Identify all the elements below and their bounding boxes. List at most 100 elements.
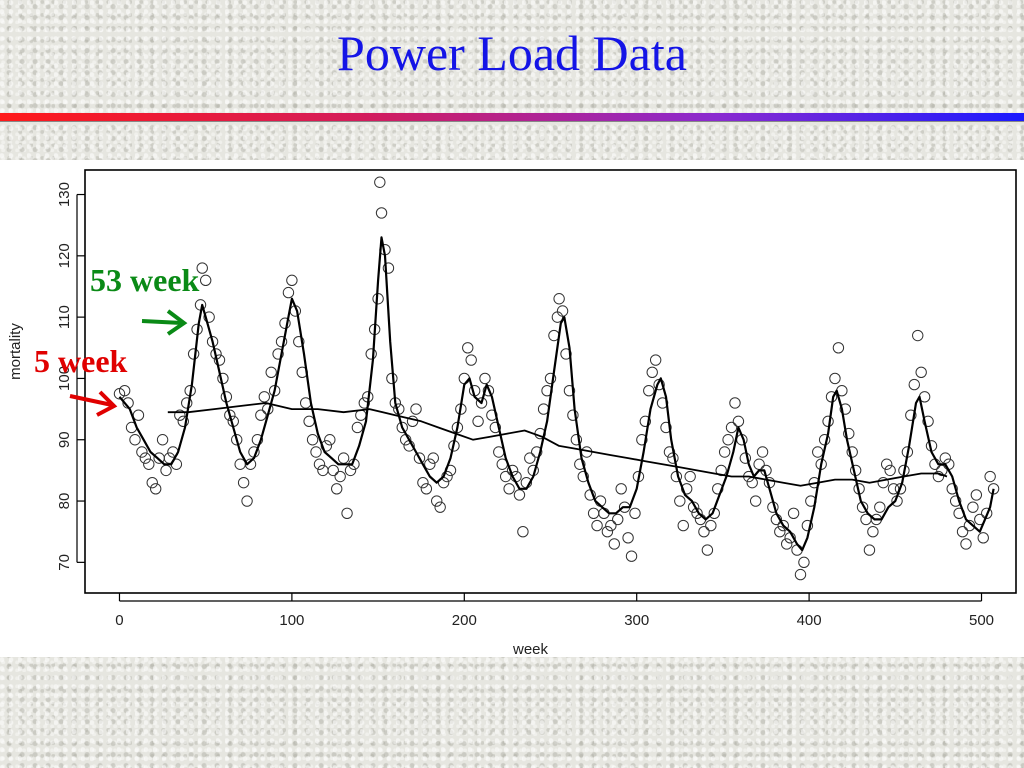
data-point xyxy=(729,397,741,409)
data-point xyxy=(946,483,958,495)
annotation-5-week-label: 5 week xyxy=(34,343,128,379)
data-point xyxy=(777,519,789,532)
data-point xyxy=(839,403,852,415)
data-point xyxy=(251,434,264,446)
data-point xyxy=(663,446,676,458)
y-tick-label: 130 xyxy=(56,182,73,207)
data-point xyxy=(237,476,250,489)
data-point xyxy=(306,434,319,446)
data-point xyxy=(843,427,855,440)
y-axis-label: mortality xyxy=(7,323,24,380)
data-point xyxy=(556,305,569,317)
data-point xyxy=(894,483,907,495)
data-point xyxy=(136,446,148,458)
data-point xyxy=(303,415,315,428)
data-point xyxy=(149,483,162,495)
data-point xyxy=(132,409,145,421)
data-point xyxy=(749,495,762,507)
data-point xyxy=(684,470,696,483)
x-tick-label: 500 xyxy=(969,612,994,629)
x-tick-label: 100 xyxy=(279,612,304,629)
data-point xyxy=(880,458,893,470)
data-point xyxy=(431,495,443,507)
data-point xyxy=(553,293,565,305)
data-point xyxy=(317,464,329,477)
title-divider xyxy=(0,113,1024,121)
data-point xyxy=(424,458,436,470)
data-point xyxy=(475,397,488,409)
data-point xyxy=(331,483,343,495)
data-point xyxy=(517,525,529,538)
data-point xyxy=(774,525,786,538)
data-point xyxy=(160,464,172,477)
data-point xyxy=(181,397,193,409)
data-point xyxy=(531,446,543,458)
data-point xyxy=(241,495,253,507)
data-point xyxy=(863,544,876,556)
data-point xyxy=(334,470,346,483)
data-point xyxy=(701,544,714,556)
data-point xyxy=(327,464,339,477)
x-tick-label: 400 xyxy=(797,612,822,629)
data-point xyxy=(639,415,652,428)
data-point xyxy=(465,354,477,366)
trend-line-53-week xyxy=(167,402,948,487)
data-point xyxy=(143,458,155,470)
data-point xyxy=(375,207,388,219)
data-point xyxy=(681,483,693,495)
data-point xyxy=(570,434,583,446)
data-point xyxy=(286,274,298,287)
data-point xyxy=(674,495,686,507)
data-point xyxy=(293,335,305,348)
data-point xyxy=(705,519,717,532)
data-point xyxy=(698,525,710,538)
data-point xyxy=(574,458,586,470)
data-point xyxy=(605,519,617,532)
data-point xyxy=(567,409,579,421)
data-point xyxy=(612,513,624,526)
data-point xyxy=(420,483,433,495)
data-point xyxy=(203,311,215,323)
data-point xyxy=(513,489,526,501)
data-point xyxy=(255,409,267,421)
data-point xyxy=(939,452,952,464)
data-point xyxy=(462,342,474,354)
data-point xyxy=(417,476,429,489)
data-point xyxy=(812,446,824,458)
data-point xyxy=(279,317,291,329)
data-point xyxy=(434,501,446,513)
data-point xyxy=(908,378,920,391)
data-point xyxy=(884,464,896,477)
data-point xyxy=(231,434,243,446)
data-point xyxy=(608,538,620,550)
data-point xyxy=(587,507,600,520)
data-point xyxy=(310,446,322,458)
y-tick-label: 70 xyxy=(56,554,73,571)
data-point xyxy=(313,458,326,470)
data-point xyxy=(272,348,284,360)
data-point xyxy=(615,483,627,495)
data-point xyxy=(722,434,734,446)
data-point xyxy=(963,519,976,532)
data-point xyxy=(275,335,288,348)
data-point xyxy=(629,507,641,520)
data-point xyxy=(643,384,655,397)
data-point xyxy=(341,507,353,520)
mortality-chart: 0 100 200 300 400 500 week 70 80 90 100 110 120 130 mo… xyxy=(7,169,1017,657)
x-tick-label: 200 xyxy=(452,612,477,629)
y-tick-label: 120 xyxy=(56,243,73,268)
data-point xyxy=(794,568,807,581)
data-point xyxy=(915,366,927,379)
data-point xyxy=(396,421,408,434)
data-point xyxy=(977,532,989,544)
slide-title: Power Load Data xyxy=(337,25,687,81)
data-point xyxy=(732,415,745,428)
annotation-53-week-label: 53 week xyxy=(90,262,200,298)
data-point xyxy=(625,550,638,562)
data-point xyxy=(499,470,512,483)
data-point xyxy=(472,415,484,428)
data-point xyxy=(413,452,426,464)
data-point xyxy=(970,489,983,501)
data-point xyxy=(489,421,502,434)
y-tick-label: 80 xyxy=(56,493,73,510)
